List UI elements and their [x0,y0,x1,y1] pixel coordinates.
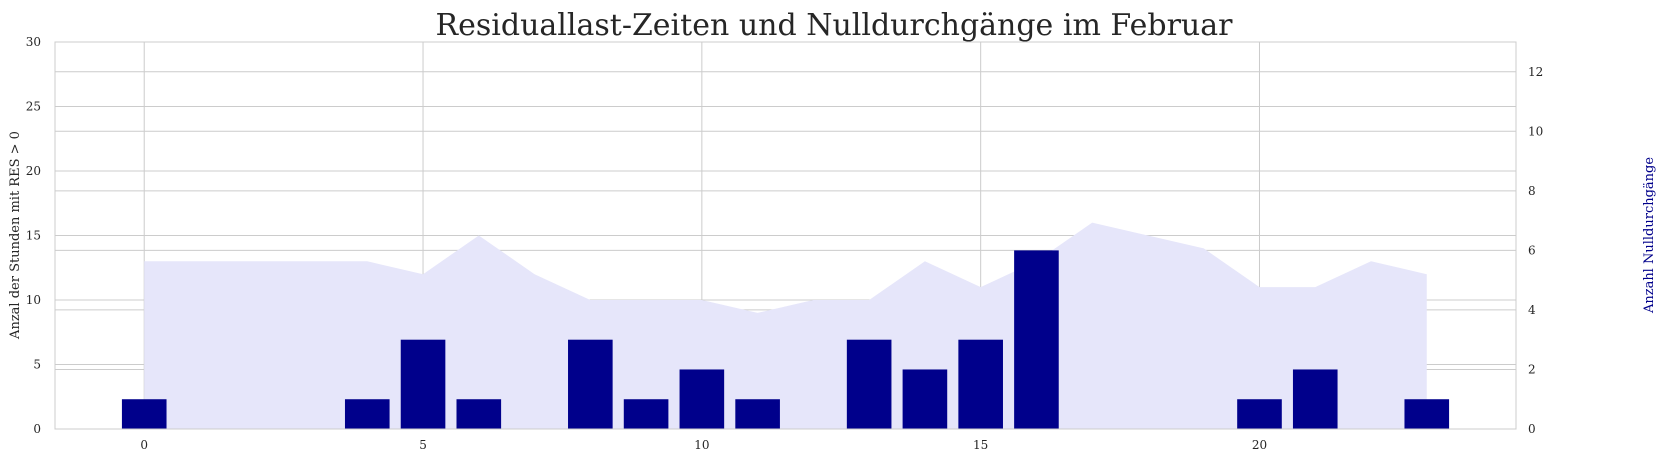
y-left-tick-label: 15 [26,229,41,243]
bar [400,339,446,429]
y-right-tick-label: 0 [1528,422,1536,436]
x-tick-label: 5 [419,438,427,452]
x-tick-label: 20 [1252,438,1267,452]
bar [1404,399,1450,429]
y-left-tick-label: 30 [26,35,41,49]
bar [1014,250,1059,429]
x-tick-label: 0 [140,438,148,452]
y-left-tick-label: 5 [33,358,41,372]
bar [344,399,390,429]
x-tick-label: 15 [973,438,988,452]
x-axis-ticks: 0 5 10 15 20 [140,438,1267,452]
bar [456,399,502,429]
y-right-tick-label: 6 [1528,243,1536,257]
y-axis-left-label: Anzal der Stunden mit RES > 0 [8,131,23,340]
y-right-tick-label: 8 [1528,184,1536,198]
y-left-tick-label: 0 [33,422,41,436]
y-left-tick-label: 25 [26,100,41,114]
y-right-tick-label: 12 [1528,65,1543,79]
bar [679,369,725,429]
bar [958,339,1003,429]
plot-frame [54,41,1517,430]
y-axis-left-ticks: 0 5 10 15 20 25 30 [26,35,41,436]
bar [623,399,669,429]
y-left-tick-label: 20 [26,164,41,178]
bar-series [121,250,1450,429]
y-right-tick-label: 2 [1528,362,1536,376]
x-tick-label: 10 [694,438,709,452]
bar [735,399,780,429]
bar [121,399,167,429]
bar [902,369,948,429]
bar [568,339,613,429]
y-axis-right-label: Anzahl Nulldurchgänge [1642,157,1657,314]
bar [1237,399,1282,429]
area-fill [144,222,1427,429]
chart-title: Residuallast-Zeiten und Nulldurchgänge i… [436,8,1234,43]
y-right-tick-label: 10 [1528,124,1543,138]
y-left-tick-label: 10 [26,293,41,307]
y-axis-right-ticks: 0 2 4 6 8 10 12 [1528,65,1543,436]
bar [1292,369,1338,429]
bar [846,339,892,429]
area-series [144,222,1427,429]
y-right-tick-label: 4 [1528,303,1536,317]
